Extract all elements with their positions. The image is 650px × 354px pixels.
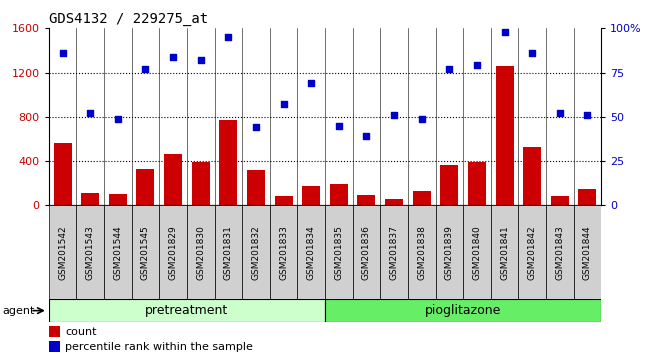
Text: GSM201837: GSM201837 — [389, 225, 398, 280]
Text: GSM201829: GSM201829 — [168, 225, 177, 280]
Point — [223, 34, 233, 40]
FancyBboxPatch shape — [463, 205, 491, 299]
Bar — [330, 184, 348, 205]
Bar — [247, 170, 265, 205]
Text: GSM201840: GSM201840 — [473, 225, 482, 280]
Text: GSM201832: GSM201832 — [252, 225, 261, 280]
Text: percentile rank within the sample: percentile rank within the sample — [65, 342, 254, 352]
FancyBboxPatch shape — [436, 205, 463, 299]
Text: GSM201831: GSM201831 — [224, 225, 233, 280]
FancyBboxPatch shape — [546, 205, 573, 299]
Point — [417, 116, 427, 121]
FancyBboxPatch shape — [408, 205, 436, 299]
Bar — [53, 143, 72, 205]
Bar — [81, 193, 99, 205]
FancyBboxPatch shape — [131, 205, 159, 299]
Text: GSM201838: GSM201838 — [417, 225, 426, 280]
FancyBboxPatch shape — [573, 205, 601, 299]
Text: GSM201839: GSM201839 — [445, 225, 454, 280]
FancyBboxPatch shape — [104, 205, 131, 299]
Text: GDS4132 / 229275_at: GDS4132 / 229275_at — [49, 12, 208, 26]
Text: GSM201834: GSM201834 — [307, 225, 316, 280]
Bar — [164, 154, 182, 205]
Text: GSM201544: GSM201544 — [113, 225, 122, 280]
Point — [196, 57, 206, 63]
Text: count: count — [65, 327, 97, 337]
Text: pretreatment: pretreatment — [145, 304, 229, 317]
Point — [140, 66, 151, 72]
Point — [112, 116, 123, 121]
FancyBboxPatch shape — [325, 299, 601, 322]
Point — [57, 50, 68, 56]
FancyBboxPatch shape — [77, 205, 104, 299]
Text: agent: agent — [3, 306, 35, 316]
Bar — [136, 169, 155, 205]
Bar — [413, 191, 431, 205]
Bar — [192, 162, 210, 205]
Text: GSM201836: GSM201836 — [362, 225, 371, 280]
Bar — [358, 195, 376, 205]
Point — [554, 110, 565, 116]
Point — [499, 29, 510, 35]
Bar — [385, 199, 403, 205]
Bar — [109, 194, 127, 205]
Text: GSM201542: GSM201542 — [58, 225, 67, 280]
Text: GSM201833: GSM201833 — [279, 225, 288, 280]
Text: pioglitazone: pioglitazone — [425, 304, 501, 317]
Bar — [523, 147, 541, 205]
Text: GSM201843: GSM201843 — [555, 225, 564, 280]
Point — [168, 54, 178, 59]
Bar — [302, 186, 320, 205]
Text: GSM201835: GSM201835 — [334, 225, 343, 280]
Point — [389, 112, 399, 118]
Bar — [495, 66, 514, 205]
FancyBboxPatch shape — [242, 205, 270, 299]
FancyBboxPatch shape — [187, 205, 214, 299]
Point — [527, 50, 538, 56]
FancyBboxPatch shape — [352, 205, 380, 299]
Point — [85, 110, 96, 116]
FancyBboxPatch shape — [214, 205, 242, 299]
FancyBboxPatch shape — [325, 205, 352, 299]
FancyBboxPatch shape — [270, 205, 298, 299]
FancyBboxPatch shape — [49, 205, 77, 299]
Text: GSM201841: GSM201841 — [500, 225, 509, 280]
FancyBboxPatch shape — [519, 205, 546, 299]
Point — [472, 63, 482, 68]
Point — [333, 123, 344, 129]
Bar — [49, 341, 60, 353]
FancyBboxPatch shape — [298, 205, 325, 299]
Bar — [578, 189, 597, 205]
Bar — [468, 162, 486, 205]
Point — [444, 66, 454, 72]
Point — [278, 102, 289, 107]
FancyBboxPatch shape — [380, 205, 408, 299]
Bar — [551, 196, 569, 205]
Bar — [274, 196, 292, 205]
Text: GSM201545: GSM201545 — [141, 225, 150, 280]
Text: GSM201844: GSM201844 — [583, 225, 592, 280]
Point — [251, 125, 261, 130]
Bar — [219, 120, 237, 205]
Point — [361, 133, 372, 139]
Text: GSM201543: GSM201543 — [86, 225, 95, 280]
FancyBboxPatch shape — [491, 205, 519, 299]
Text: GSM201830: GSM201830 — [196, 225, 205, 280]
Bar — [440, 166, 458, 205]
Bar — [49, 326, 60, 337]
FancyBboxPatch shape — [159, 205, 187, 299]
Point — [306, 80, 317, 86]
Point — [582, 112, 593, 118]
FancyBboxPatch shape — [49, 299, 325, 322]
Text: GSM201842: GSM201842 — [528, 225, 537, 280]
